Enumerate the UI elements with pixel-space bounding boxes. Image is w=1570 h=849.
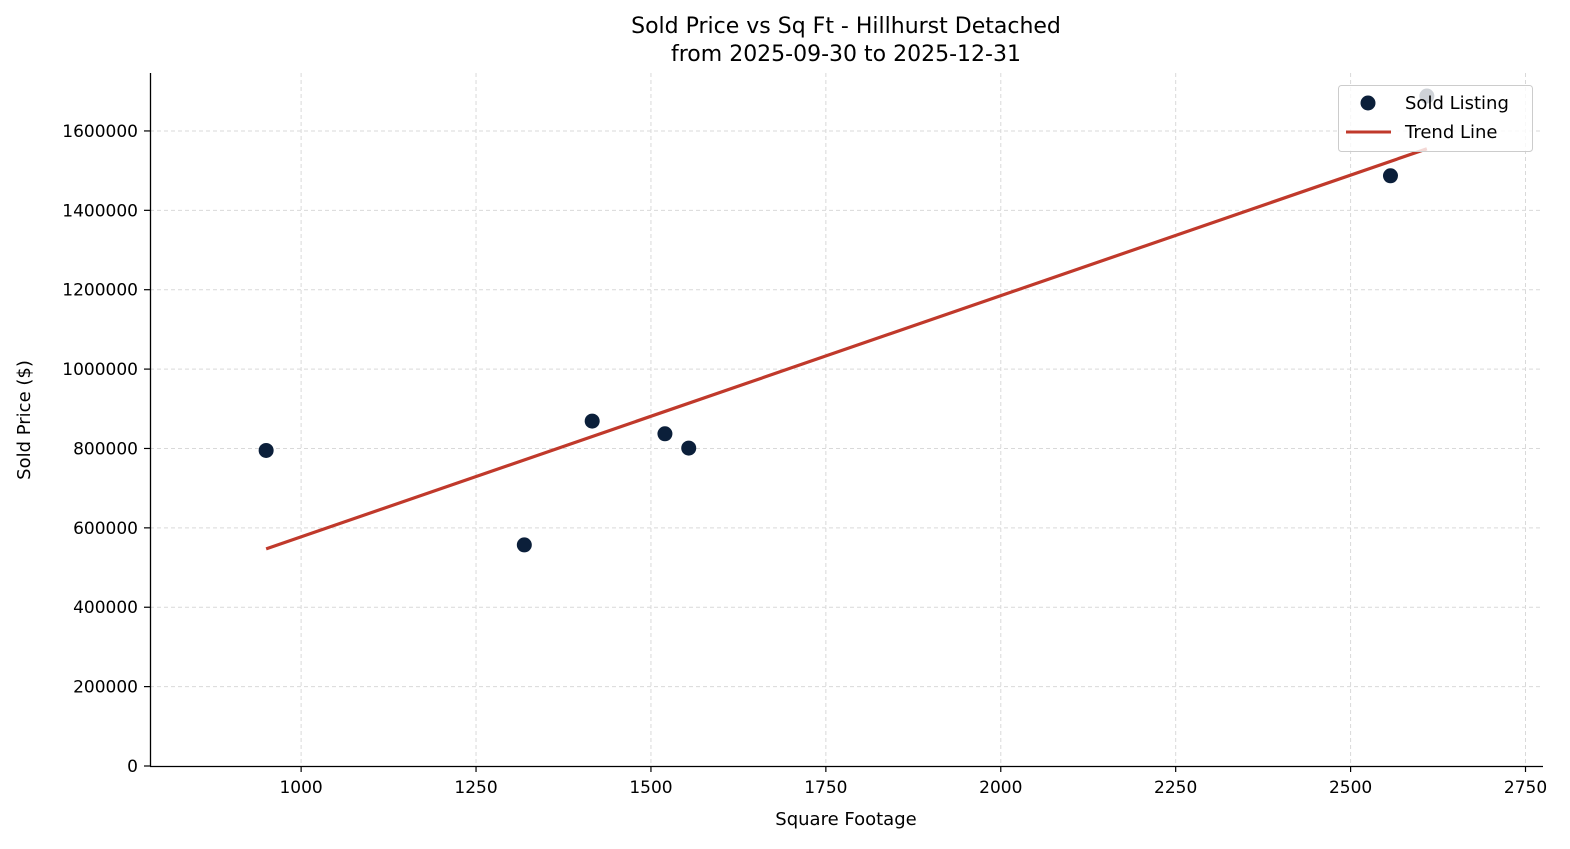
legend-label-trend-line: Trend Line bbox=[1404, 122, 1498, 143]
y-tick-label: 600000 bbox=[73, 519, 138, 539]
legend-box bbox=[1338, 85, 1533, 152]
y-tick-label: 1600000 bbox=[62, 122, 138, 142]
trend-line bbox=[265, 147, 1428, 551]
y-tick-label: 200000 bbox=[73, 678, 138, 698]
legend-marker-sold-listing bbox=[1360, 95, 1376, 111]
legend-label-sold-listing: Sold Listing bbox=[1405, 93, 1509, 114]
data-point bbox=[584, 413, 600, 429]
x-tick-label: 2500 bbox=[1329, 778, 1372, 798]
data-point bbox=[681, 440, 697, 456]
y-tick-label: 0 bbox=[127, 757, 138, 777]
marks bbox=[258, 88, 1435, 553]
chart-title: Sold Price vs Sq Ft - Hillhurst Detached bbox=[631, 14, 1061, 39]
data-point bbox=[516, 537, 532, 553]
data-point bbox=[258, 442, 274, 458]
x-tick-label: 1000 bbox=[279, 778, 322, 798]
data-point bbox=[1382, 168, 1398, 184]
y-tick-label: 1400000 bbox=[62, 201, 138, 221]
y-tick-label: 1200000 bbox=[62, 281, 138, 301]
x-tick-label: 2250 bbox=[1154, 778, 1197, 798]
x-tick-label: 2000 bbox=[979, 778, 1022, 798]
x-tick-label: 1500 bbox=[629, 778, 672, 798]
data-point bbox=[657, 426, 673, 442]
chart-subtitle: from 2025-09-30 to 2025-12-31 bbox=[671, 42, 1021, 67]
y-axis-label: Sold Price ($) bbox=[14, 360, 35, 480]
x-tick-label: 2750 bbox=[1504, 778, 1547, 798]
ticks: 1000 1250 1500 1750 2000 2250 2500 2750 0 200000 4… bbox=[62, 122, 1547, 798]
grid bbox=[150, 73, 1543, 766]
x-axis-label: Square Footage bbox=[775, 809, 916, 830]
x-tick-label: 1750 bbox=[804, 778, 847, 798]
y-tick-label: 800000 bbox=[73, 439, 138, 459]
x-tick-label: 1250 bbox=[454, 778, 497, 798]
y-tick-label: 1000000 bbox=[62, 360, 138, 380]
legend: Sold Listing Trend Line bbox=[1338, 85, 1533, 152]
y-tick-label: 400000 bbox=[73, 598, 138, 618]
